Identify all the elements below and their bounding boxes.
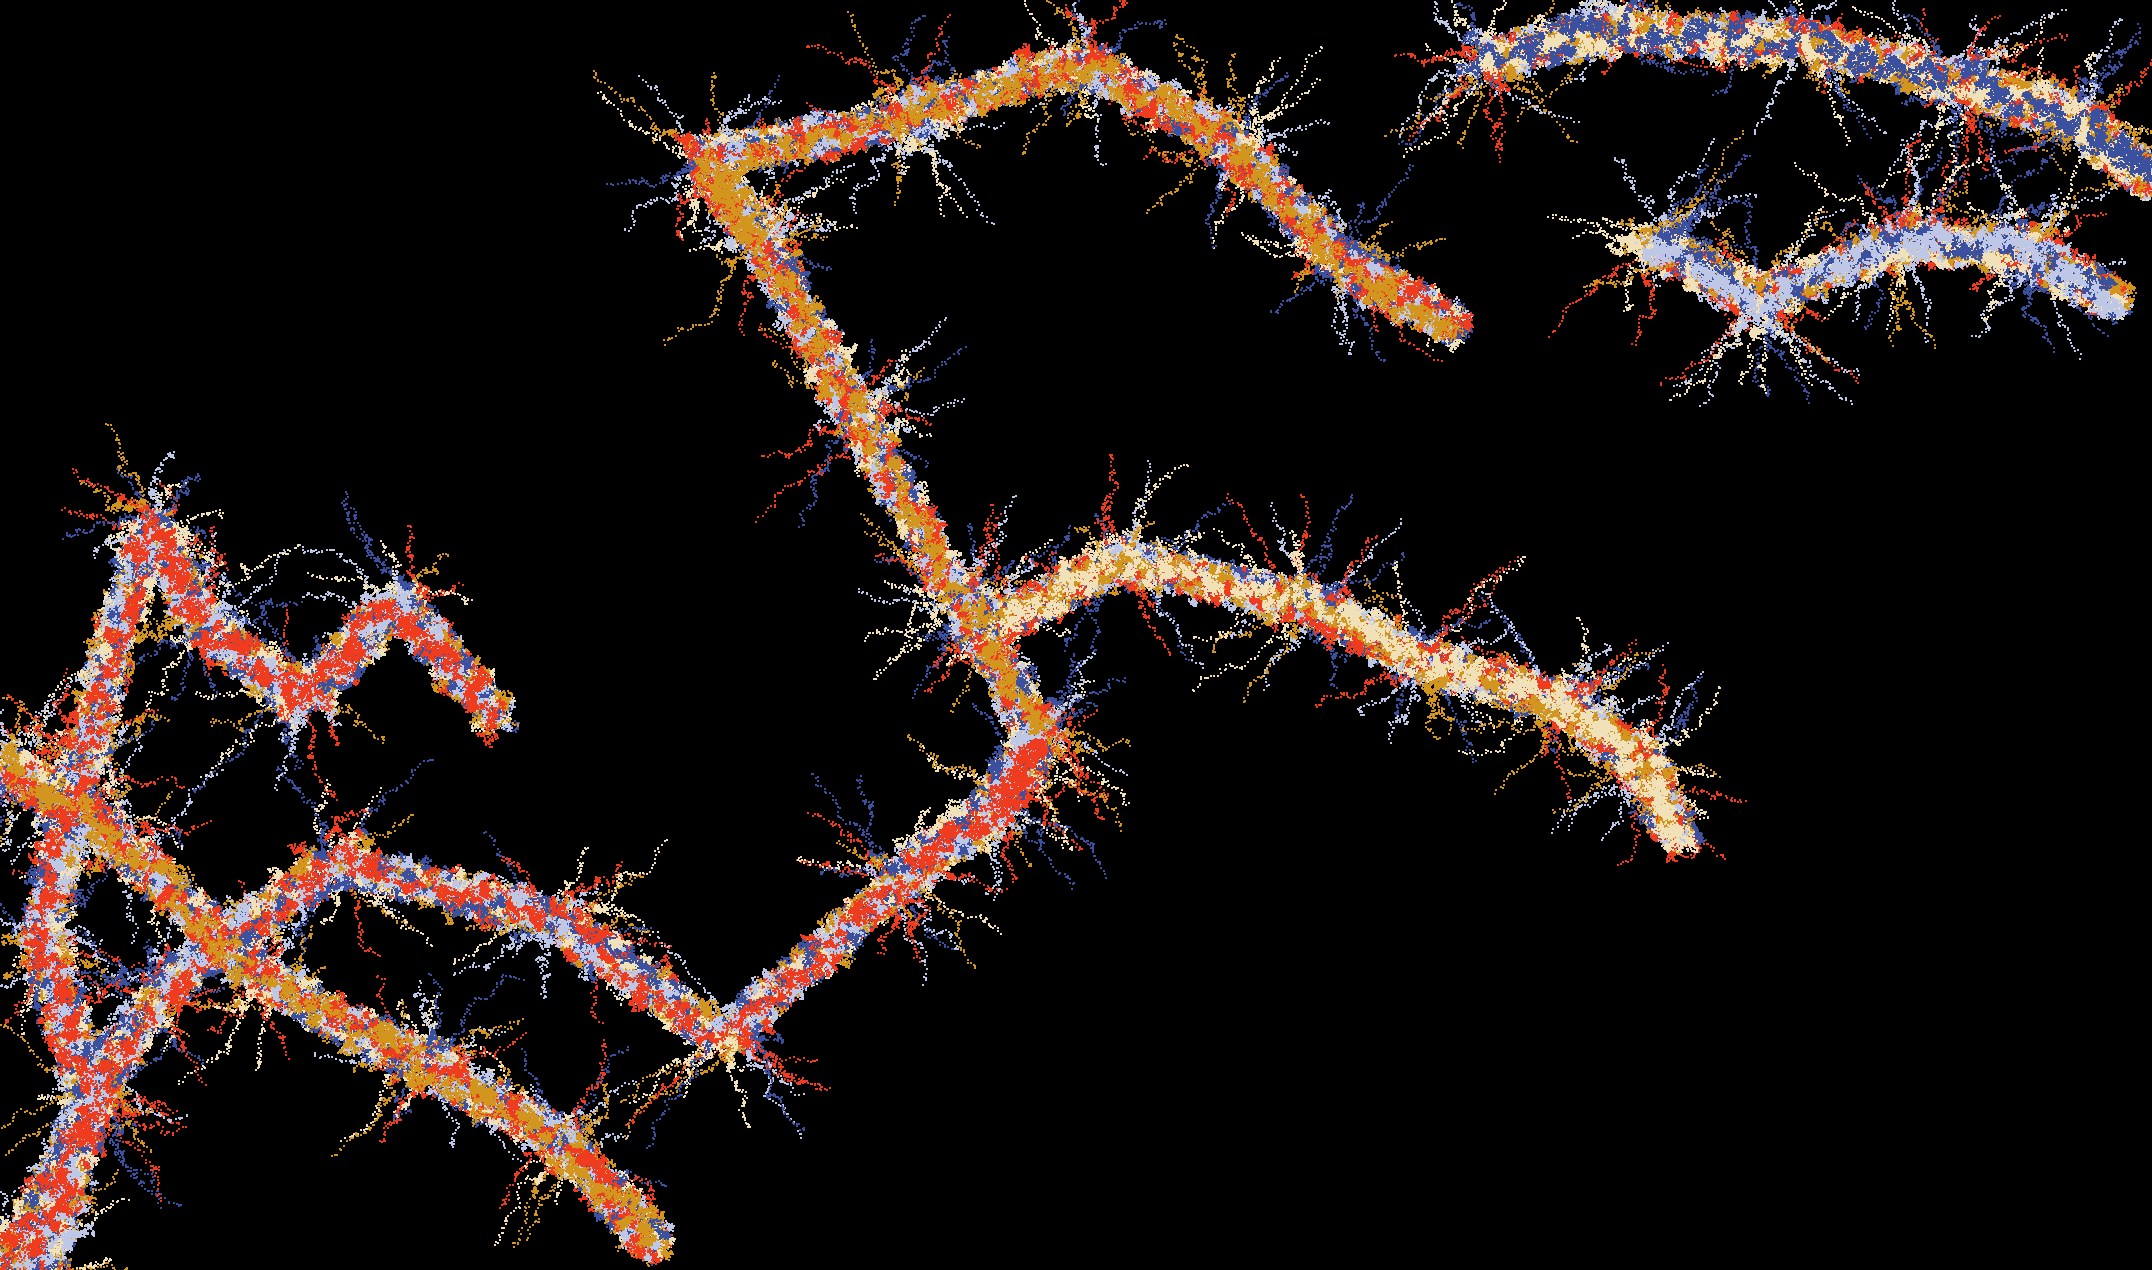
random-walk-artwork	[0, 0, 2152, 1270]
